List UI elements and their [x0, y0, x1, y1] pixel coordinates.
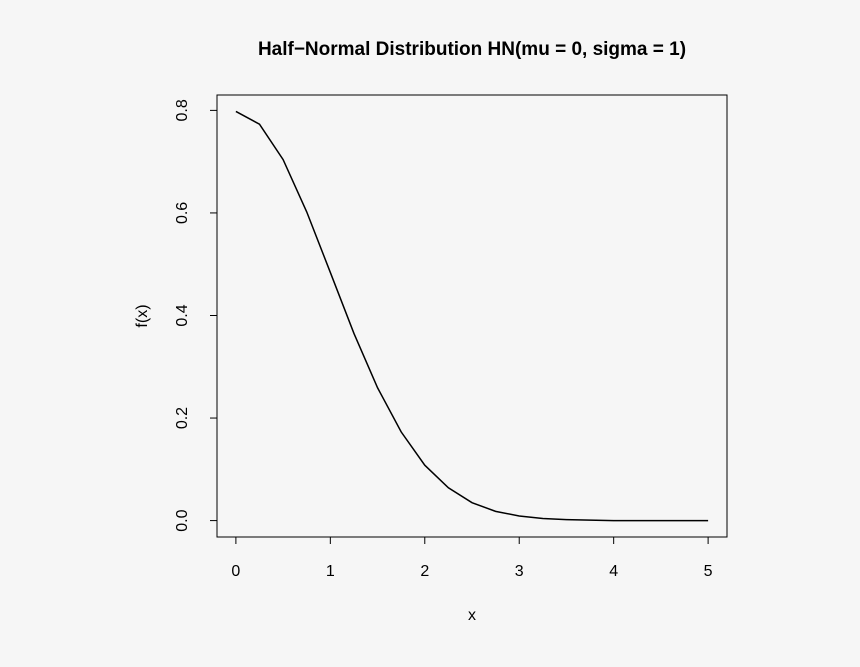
- y-tick-label: 0.6: [174, 202, 191, 224]
- x-tick-label: 5: [704, 563, 713, 580]
- x-axis-label: x: [468, 607, 476, 624]
- y-tick-label: 0.0: [174, 509, 191, 531]
- chart-title: Half−Normal Distribution HN(mu = 0, sigm…: [258, 39, 686, 60]
- x-tick-label: 4: [609, 563, 618, 580]
- y-tick-label: 0.2: [174, 407, 191, 429]
- x-tick-label: 3: [515, 563, 524, 580]
- x-tick-label: 0: [231, 563, 240, 580]
- y-tick-label: 0.8: [174, 99, 191, 121]
- x-tick-label: 1: [326, 563, 335, 580]
- plot-frame: [216, 94, 728, 538]
- y-tick-label: 0.4: [174, 304, 191, 326]
- line: [235, 110, 709, 522]
- x-tick-label: 2: [420, 563, 429, 580]
- y-axis-label: f(x): [134, 304, 151, 327]
